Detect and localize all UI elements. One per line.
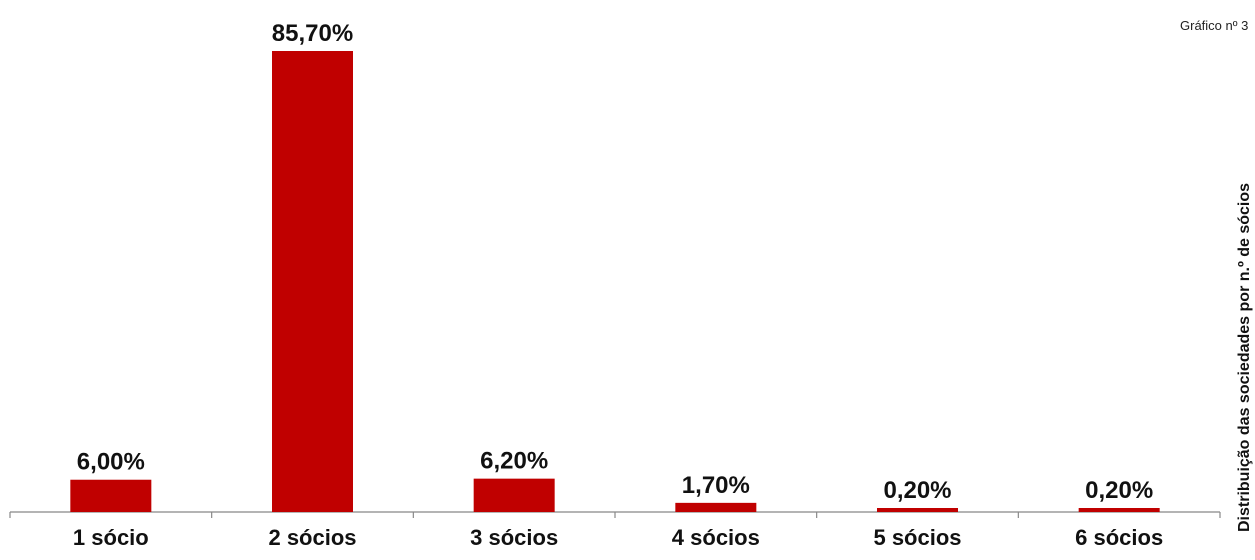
x-tick-label: 3 sócios [470,525,558,550]
data-label: 1,70% [682,472,750,499]
bar [675,502,757,512]
chart-number: Gráfico nº 3 [1180,18,1249,33]
data-label: 85,70% [272,20,353,47]
bar [272,51,353,512]
x-tick-label: 2 sócios [268,525,356,550]
data-label: 6,00% [77,449,145,476]
bar [877,508,958,512]
x-tick-label: 4 sócios [672,525,760,550]
bar [473,478,555,512]
x-tick-label: 1 sócio [73,525,149,550]
x-tick-label: 6 sócios [1075,525,1163,550]
bar [1078,508,1160,512]
data-label: 0,20% [1085,477,1153,504]
data-label: 6,20% [480,448,548,475]
x-tick-label: 5 sócios [873,525,961,550]
bar [70,479,152,512]
chart-title: Distribuição das sociedades por n.º de s… [1236,182,1253,532]
data-label: 0,20% [883,477,951,504]
